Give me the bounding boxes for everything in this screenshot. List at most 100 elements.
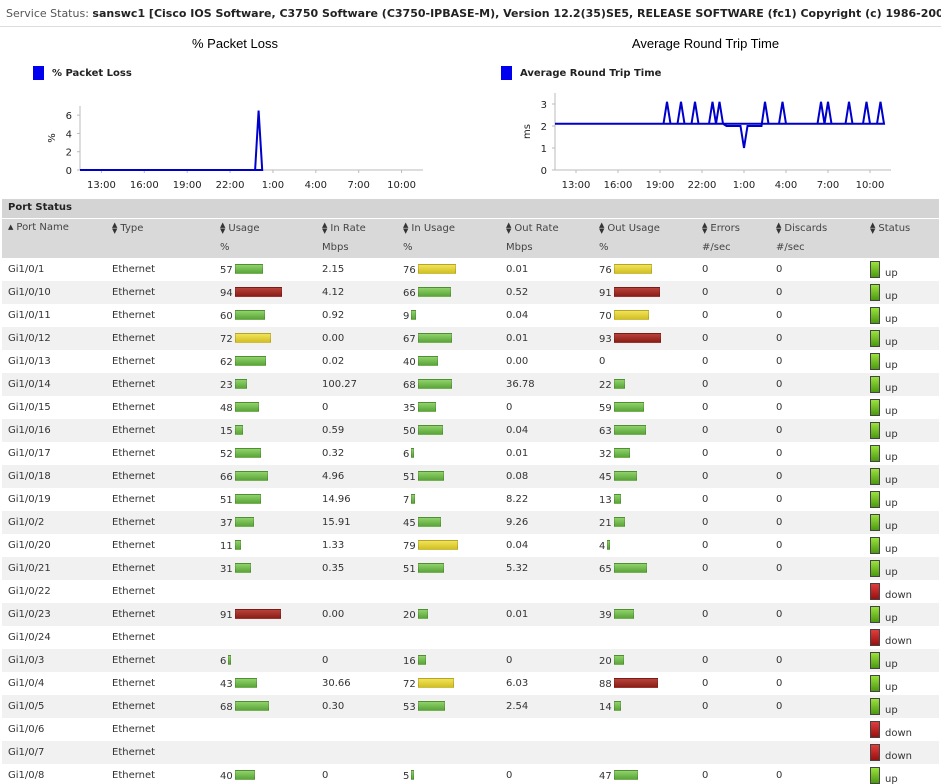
in-usage-bar (411, 770, 415, 780)
cell-value: 45 (599, 472, 612, 483)
column-header-type[interactable]: ▲ ▼ Type (112, 222, 143, 235)
cell-value: 94 (220, 288, 233, 299)
table-row[interactable]: Gi1/0/13 Ethernet 62 0.02 40 0.00 0 0 0 up (2, 350, 939, 373)
table-row[interactable]: Gi1/0/14 Ethernet 23 100.27 68 36.78 22 0 0 up (2, 373, 939, 396)
table-row[interactable]: Gi1/0/22 Ethernet down (2, 580, 939, 603)
cell-value: 35 (403, 403, 416, 414)
in-usage-bar (411, 494, 416, 504)
cell-value: 30.66 (322, 678, 351, 689)
cell-type: Ethernet (112, 494, 155, 505)
table-row[interactable]: Gi1/0/1 Ethernet 57 2.15 76 0.01 76 0 0 up (2, 258, 939, 281)
rtt-xtick-label: 4:00 (775, 180, 797, 191)
cell-in-rate: 4.12 (322, 287, 344, 298)
usage-bar (234, 379, 247, 389)
table-row[interactable]: Gi1/0/11 Ethernet 60 0.92 9 0.04 70 0 0 up (2, 304, 939, 327)
table-row[interactable]: Gi1/0/19 Ethernet 51 14.96 7 8.22 13 0 0 up (2, 488, 939, 511)
column-header-label: In Rate (330, 223, 366, 234)
cell-value: 100.27 (322, 379, 357, 390)
column-header-out-rate[interactable]: ▲ ▼ Out Rate (506, 222, 559, 235)
table-row[interactable]: Gi1/0/7 Ethernet down (2, 741, 939, 764)
cell-value: Gi1/0/1 (8, 264, 45, 275)
cell-in-rate: 0 (322, 770, 328, 781)
in-usage-bar (417, 655, 426, 665)
column-header-in-rate[interactable]: ▲ ▼ In Rate (322, 222, 366, 235)
out-usage-bar (607, 540, 611, 550)
column-header-in-usage[interactable]: ▲ ▼ In Usage (403, 222, 455, 235)
table-row[interactable]: Gi1/0/17 Ethernet 52 0.32 6 0.01 32 0 0 up (2, 442, 939, 465)
status-text: up (885, 521, 898, 532)
cell-value: 2.15 (322, 264, 345, 275)
cell-in-rate: 1.33 (322, 540, 344, 551)
cell-out-usage: 32 (599, 448, 630, 460)
column-header-errors[interactable]: ▲ ▼ Errors (702, 222, 740, 235)
rtt-xtick-label: 16:00 (604, 180, 633, 191)
table-row[interactable]: Gi1/0/4 Ethernet 43 30.66 72 6.03 88 0 0 up (2, 672, 939, 695)
table-row[interactable]: Gi1/0/6 Ethernet down (2, 718, 939, 741)
rtt-ytick-label: 1 (541, 144, 547, 155)
cell-value: Ethernet (112, 563, 156, 574)
status-up-icon (870, 376, 880, 393)
table-row[interactable]: Gi1/0/15 Ethernet 48 0 35 0 59 0 0 up (2, 396, 939, 419)
packet-loss-legend-swatch (33, 66, 44, 80)
table-row[interactable]: Gi1/0/20 Ethernet 11 1.33 79 0.04 4 0 0 up (2, 534, 939, 557)
cell-value: 0 (702, 517, 709, 528)
cell-value: 67 (403, 334, 416, 345)
table-row[interactable]: Gi1/0/2 Ethernet 37 15.91 45 9.26 21 0 0 up (2, 511, 939, 534)
cell-out-rate: 0.01 (506, 609, 528, 620)
cell-value: 0 (776, 333, 783, 344)
table-row[interactable]: Gi1/0/8 Ethernet 40 0 5 0 47 0 0 up (2, 764, 939, 784)
status-text: up (885, 705, 898, 716)
cell-usage: 66 (220, 471, 268, 483)
cell-value: 37 (220, 518, 233, 529)
rtt-plot: 3 2 1 0 13:00 16:00 19:00 22:00 1:00 4:00 7:00 10:0… (522, 93, 891, 191)
table-row[interactable]: Gi1/0/5 Ethernet 68 0.30 53 2.54 14 0 0 up (2, 695, 939, 718)
table-row[interactable]: Gi1/0/10 Ethernet 94 4.12 66 0.52 91 0 0 up (2, 281, 939, 304)
cell-in-rate: 0.02 (322, 356, 344, 367)
column-header-usage[interactable]: ▲ ▼ Usage (220, 222, 260, 235)
cell-in-rate: 0.32 (322, 448, 344, 459)
cell-out-rate: 0.04 (506, 310, 528, 321)
cell-out-usage: 70 (599, 310, 649, 322)
cell-value: Ethernet (112, 747, 156, 758)
cell-value: 0.00 (506, 356, 529, 367)
table-row[interactable]: Gi1/0/3 Ethernet 6 0 16 0 20 0 0 up (2, 649, 939, 672)
cell-type: Ethernet (112, 471, 155, 482)
cell-value: 20 (403, 610, 416, 621)
table-row[interactable]: Gi1/0/21 Ethernet 31 0.35 51 5.32 65 0 0 up (2, 557, 939, 580)
cell-value: 0 (702, 287, 709, 298)
table-row[interactable]: Gi1/0/23 Ethernet 91 0.00 20 0.01 39 0 0 up (2, 603, 939, 626)
cell-value: 0 (776, 448, 783, 459)
out-usage-bar (613, 701, 621, 711)
cell-discards: 0 (776, 379, 782, 390)
cell-value: 48 (220, 403, 233, 414)
cell-value: 0 (776, 540, 783, 551)
table-row[interactable]: Gi1/0/24 Ethernet down (2, 626, 939, 649)
cell-usage: 31 (220, 563, 251, 575)
rtt-xtick-label: 10:00 (856, 180, 885, 191)
table-row[interactable]: Gi1/0/12 Ethernet 72 0.00 67 0.01 93 0 0 up (2, 327, 939, 350)
status-text: down (885, 636, 912, 647)
cell-value: 0.59 (322, 425, 345, 436)
column-header-status[interactable]: ▲ ▼ Status (870, 222, 910, 235)
cell-value: 0 (776, 609, 783, 620)
out-usage-bar (613, 563, 647, 573)
out-usage-bar (613, 609, 634, 619)
column-header-port[interactable]: ▲ Port Name (8, 222, 69, 233)
column-header-out-usage[interactable]: ▲ ▼ Out Usage (599, 222, 660, 235)
cell-value: Gi1/0/12 (8, 333, 51, 344)
out-usage-bar (613, 655, 624, 665)
rtt-ytick-label: 3 (541, 100, 547, 111)
in-usage-bar (417, 701, 445, 711)
packet-loss-xtick-label: 1:00 (262, 180, 284, 191)
cell-usage: 43 (220, 678, 257, 690)
column-header-discards[interactable]: ▲ ▼ Discards (776, 222, 827, 235)
cell-out-usage: 0 (599, 356, 605, 367)
cell-value: 60 (220, 311, 233, 322)
table-row[interactable]: Gi1/0/16 Ethernet 15 0.59 50 0.04 63 0 0 up (2, 419, 939, 442)
cell-value: 6 (403, 449, 410, 460)
cell-errors: 0 (702, 494, 708, 505)
cell-value: 57 (220, 265, 233, 276)
cell-value: 72 (403, 679, 416, 690)
table-row[interactable]: Gi1/0/18 Ethernet 66 4.96 51 0.08 45 0 0 up (2, 465, 939, 488)
cell-out-usage: 76 (599, 264, 652, 276)
